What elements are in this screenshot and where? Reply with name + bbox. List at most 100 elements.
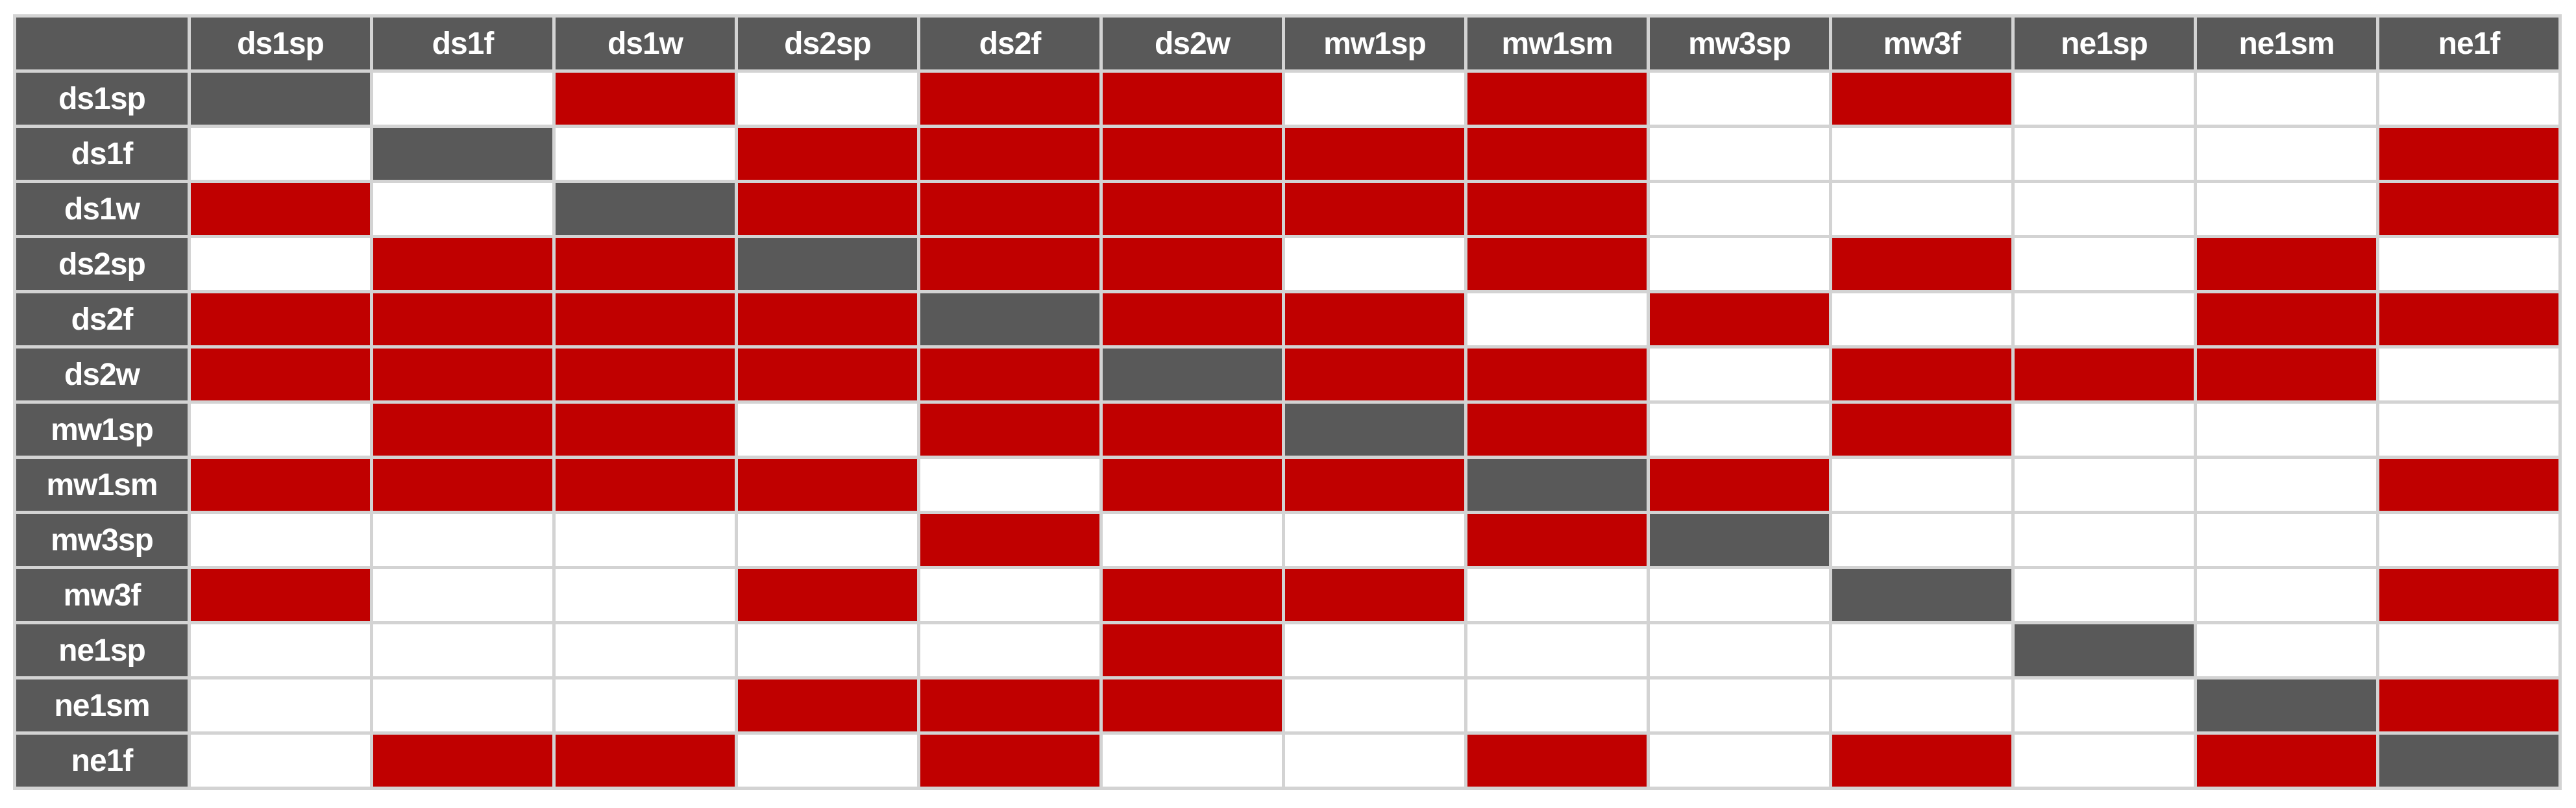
matrix-row-ds1sp: ds1sp xyxy=(16,73,2558,125)
matrix-cell xyxy=(2379,238,2558,290)
matrix-cell xyxy=(1103,569,1282,621)
matrix-cell xyxy=(920,569,1099,621)
matrix-cell xyxy=(1467,73,1647,125)
matrix-cell xyxy=(738,293,917,345)
matrix-cell xyxy=(556,349,735,400)
matrix-cell xyxy=(738,404,917,456)
matrix-cell xyxy=(2197,679,2376,731)
column-header-ds2f: ds2f xyxy=(920,18,1099,69)
matrix-cell xyxy=(920,459,1099,511)
matrix-cell xyxy=(1832,349,2011,400)
matrix-cell xyxy=(1832,183,2011,235)
matrix-cell xyxy=(1103,238,1282,290)
matrix-cell xyxy=(556,514,735,566)
pairwise-matrix: ds1sp ds1f ds1w ds2sp ds2f ds2w mw1sp mw1sm mw3s… xyxy=(13,14,2562,790)
matrix-body: ds1sp ds1f ds1w ds2sp ds2f ds2w mw1sp mw1sm mw3s… xyxy=(16,73,2558,787)
matrix-cell xyxy=(191,73,370,125)
matrix-cell xyxy=(373,293,552,345)
matrix-row-ne1sp: ne1sp xyxy=(16,624,2558,676)
row-header-ne1sm: ne1sm xyxy=(16,679,188,731)
column-header-mw1sp: mw1sp xyxy=(1285,18,1464,69)
matrix-cell xyxy=(2015,404,2194,456)
matrix-cell xyxy=(191,679,370,731)
matrix-cell xyxy=(1832,73,2011,125)
matrix-cell xyxy=(1467,569,1647,621)
row-header-mw1sp: mw1sp xyxy=(16,404,188,456)
matrix-cell xyxy=(1467,679,1647,731)
matrix-cell xyxy=(2197,183,2376,235)
matrix-cell xyxy=(738,183,917,235)
matrix-cell xyxy=(191,514,370,566)
column-header-ne1f: ne1f xyxy=(2379,18,2558,69)
matrix-cell xyxy=(2379,459,2558,511)
matrix-cell xyxy=(1103,349,1282,400)
matrix-cell xyxy=(920,349,1099,400)
matrix-cell xyxy=(191,238,370,290)
matrix-cell xyxy=(1467,128,1647,180)
column-header-mw3sp: mw3sp xyxy=(1650,18,1829,69)
matrix-cell xyxy=(2015,128,2194,180)
matrix-cell xyxy=(1650,293,1829,345)
matrix-cell xyxy=(1650,679,1829,731)
matrix-cell xyxy=(373,404,552,456)
matrix-cell xyxy=(1103,679,1282,731)
matrix-cell xyxy=(2197,349,2376,400)
matrix-cell xyxy=(1103,624,1282,676)
matrix-cell xyxy=(1285,679,1464,731)
matrix-cell xyxy=(2197,128,2376,180)
matrix-cell xyxy=(556,183,735,235)
matrix-cell xyxy=(1285,238,1464,290)
matrix-cell xyxy=(738,459,917,511)
matrix-cell xyxy=(1103,183,1282,235)
matrix-row-mw1sp: mw1sp xyxy=(16,404,2558,456)
matrix-cell xyxy=(2015,514,2194,566)
matrix-cell xyxy=(920,73,1099,125)
matrix-cell xyxy=(738,73,917,125)
matrix-cell xyxy=(373,459,552,511)
matrix-cell xyxy=(1285,404,1464,456)
matrix-cell xyxy=(373,238,552,290)
matrix-row-ds1f: ds1f xyxy=(16,128,2558,180)
matrix-cell xyxy=(738,514,917,566)
matrix-cell xyxy=(920,183,1099,235)
matrix-cell xyxy=(738,735,917,787)
matrix-cell xyxy=(373,128,552,180)
matrix-cell xyxy=(1285,73,1464,125)
matrix-cell xyxy=(2197,404,2376,456)
matrix-cell xyxy=(191,735,370,787)
row-header-mw1sm: mw1sm xyxy=(16,459,188,511)
matrix-cell xyxy=(2015,238,2194,290)
matrix-cell xyxy=(2015,349,2194,400)
matrix-cell xyxy=(1650,404,1829,456)
matrix-cell xyxy=(2197,514,2376,566)
matrix-cell xyxy=(1285,183,1464,235)
matrix-cell xyxy=(1285,624,1464,676)
matrix-row-ds2w: ds2w xyxy=(16,349,2558,400)
matrix-cell xyxy=(1650,569,1829,621)
matrix-cell xyxy=(1650,735,1829,787)
matrix-cell xyxy=(2379,404,2558,456)
matrix-cell xyxy=(1832,735,2011,787)
row-header-mw3f: mw3f xyxy=(16,569,188,621)
matrix-cell xyxy=(1467,735,1647,787)
matrix-cell xyxy=(556,128,735,180)
matrix-cell xyxy=(1467,293,1647,345)
matrix-cell xyxy=(1103,514,1282,566)
matrix-cell xyxy=(2197,293,2376,345)
matrix-cell xyxy=(1467,349,1647,400)
matrix-cell xyxy=(2015,624,2194,676)
matrix-cell xyxy=(1832,679,2011,731)
matrix-cell xyxy=(738,238,917,290)
matrix-cell xyxy=(1650,183,1829,235)
row-header-ne1sp: ne1sp xyxy=(16,624,188,676)
corner-cell xyxy=(16,18,188,69)
matrix-cell xyxy=(1285,293,1464,345)
column-header-ds2sp: ds2sp xyxy=(738,18,917,69)
matrix-cell xyxy=(1103,128,1282,180)
matrix-cell xyxy=(920,514,1099,566)
matrix-cell xyxy=(1832,128,2011,180)
matrix-cell xyxy=(1467,238,1647,290)
matrix-cell xyxy=(1467,404,1647,456)
matrix-cell xyxy=(738,679,917,731)
